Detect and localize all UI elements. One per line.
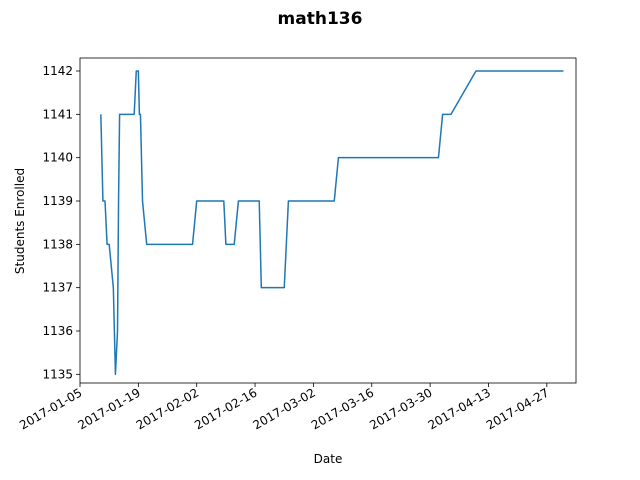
y-tick-label: 1142 <box>42 64 73 78</box>
plot-frame <box>79 57 577 384</box>
x-tick-label: 2017-02-16 <box>192 385 259 432</box>
x-tick-label: 2017-04-13 <box>426 385 493 432</box>
x-axis-ticks: 2017-01-052017-01-192017-02-022017-02-16… <box>17 383 551 432</box>
y-tick-label: 1141 <box>42 107 73 121</box>
x-tick-label: 2017-04-27 <box>484 385 551 432</box>
x-tick-label: 2017-03-30 <box>367 385 434 432</box>
y-tick-label: 1139 <box>42 194 73 208</box>
y-tick-label: 1135 <box>42 367 73 381</box>
series-line <box>100 70 564 376</box>
x-axis-label: Date <box>314 452 343 466</box>
x-tick-label: 2017-02-02 <box>134 385 201 432</box>
y-axis-ticks: 1135 1136 1137 1138 1139 1140 1141 1142 <box>42 64 80 381</box>
x-tick-label: 2017-01-05 <box>17 385 84 432</box>
x-tick-label: 2017-03-16 <box>309 385 376 432</box>
chart-title: math136 <box>278 9 363 29</box>
y-tick-label: 1138 <box>42 237 73 251</box>
y-tick-label: 1137 <box>42 281 73 295</box>
x-tick-label: 2017-01-19 <box>75 385 142 432</box>
y-tick-label: 1136 <box>42 324 73 338</box>
y-axis-label: Students Enrolled <box>13 168 27 274</box>
x-tick-label: 2017-03-02 <box>251 385 318 432</box>
y-tick-label: 1140 <box>42 151 73 165</box>
